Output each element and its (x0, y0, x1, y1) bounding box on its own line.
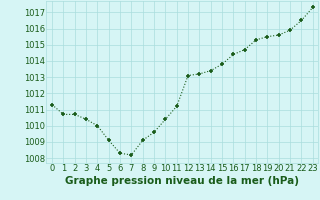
X-axis label: Graphe pression niveau de la mer (hPa): Graphe pression niveau de la mer (hPa) (65, 176, 300, 186)
